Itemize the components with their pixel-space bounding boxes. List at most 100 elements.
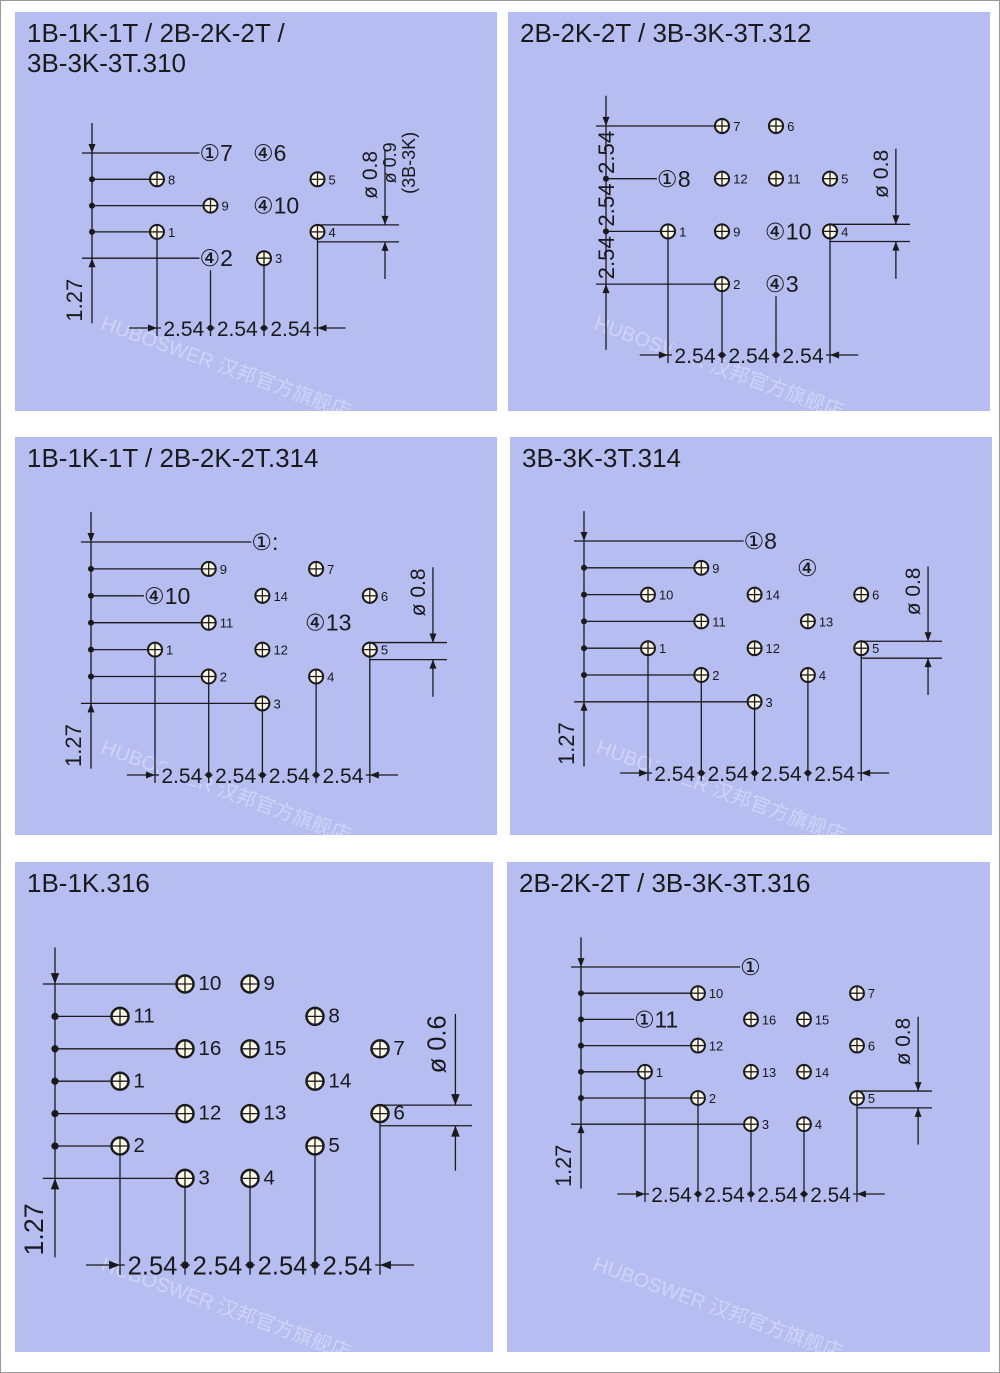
pitch-label: 2.54 — [161, 765, 202, 788]
label-backdrop — [199, 246, 234, 271]
label-backdrop — [159, 763, 205, 785]
pin-number: 5 — [872, 641, 879, 656]
pin-number: 12 — [733, 172, 748, 187]
dimension-dot — [207, 325, 214, 331]
pin-number: 6 — [872, 588, 879, 603]
pin-number: 7 — [733, 119, 740, 134]
label-backdrop — [319, 1251, 376, 1276]
dimension-dot — [181, 1261, 189, 1269]
terminal-group-label: ④13 — [305, 610, 351, 636]
dimension-dot — [205, 771, 212, 779]
pin-number: 4 — [841, 224, 848, 239]
label-backdrop — [754, 1183, 801, 1203]
pin-number: 11 — [712, 614, 725, 629]
label-backdrop — [656, 166, 692, 191]
pin-number: 13 — [819, 614, 833, 629]
pitch-label: 2.54 — [704, 1184, 744, 1207]
pin-number: 13 — [762, 1065, 776, 1080]
dimension-dot — [718, 351, 726, 359]
arrow-down-icon — [429, 633, 437, 643]
label-backdrop — [305, 610, 354, 635]
terminal-group-label: ④2 — [200, 245, 233, 271]
pinout-panel: 1B-1K.316 HUBOSWER 汉邦官方旗舰店 — [15, 862, 493, 1364]
row-spacing-label: 2.54 — [594, 131, 619, 174]
label-backdrop — [199, 141, 234, 165]
diameter-label: ø 0.8 — [892, 1018, 915, 1065]
arrow-right-icon — [148, 324, 157, 332]
dimension-dot — [578, 1095, 584, 1101]
pitch-label: 2.54 — [217, 318, 258, 341]
pin-number: 1 — [133, 1069, 144, 1092]
diameter-label: ø 0.8 — [407, 568, 430, 616]
label-backdrop — [253, 141, 287, 165]
row-spacing-label: 1.27 — [551, 1145, 576, 1187]
arrow-left-icon — [861, 769, 871, 777]
arrow-up-icon — [451, 1125, 460, 1137]
panel-title: 2B-2K-2T / 3B-3K-3T.312 — [520, 18, 812, 48]
pinout-panel: 1B-1K-1T / 2B-2K-2T / 3B-3K-3T.310 HUBOSW… — [15, 12, 497, 423]
dimension-dot — [748, 1191, 754, 1197]
pinout-panel: 3B-3K-3T.314 HUBOSWER 汉邦官方旗舰店 — [510, 437, 992, 847]
pin-number: 7 — [393, 1037, 404, 1060]
dimension-dot — [89, 202, 95, 209]
pin-number: 4 — [327, 670, 334, 685]
terminal-group-label: ①8 — [657, 166, 691, 192]
dimension-dot — [581, 591, 587, 598]
dimension-dot — [581, 672, 587, 678]
arrow-up-icon — [87, 703, 95, 713]
diameter-label: ø 0.8 — [902, 568, 925, 616]
pin-number: 6 — [381, 589, 388, 604]
pitch-label: 2.54 — [269, 765, 310, 788]
label-backdrop — [726, 343, 772, 365]
pin-number: 14 — [328, 1069, 351, 1092]
dimension-dot — [581, 564, 587, 571]
label-backdrop — [672, 343, 718, 365]
dimension-dot — [259, 771, 266, 779]
pitch-label: 2.54 — [674, 345, 715, 368]
dimension-dot — [261, 325, 267, 331]
arrow-up-icon — [381, 241, 389, 251]
pin-number: 16 — [198, 1037, 221, 1060]
pin-number: 16 — [762, 1012, 776, 1027]
pin-number: 6 — [393, 1102, 404, 1125]
arrow-up-icon — [429, 659, 437, 669]
row-spacing-label: 1.27 — [19, 1203, 49, 1255]
panel-title: 3B-3K-3T.314 — [522, 443, 681, 473]
panel-title: 1B-1K-1T / 2B-2K-2T.314 — [27, 443, 319, 473]
label-backdrop — [701, 1183, 748, 1203]
pin-number: 15 — [815, 1012, 829, 1027]
pitch-label: 2.54 — [323, 1253, 373, 1281]
pitch-label: 2.54 — [654, 763, 695, 786]
dimension-dot — [87, 673, 95, 680]
arrow-down-icon — [892, 215, 900, 225]
pin-number: 2 — [733, 277, 740, 292]
label-backdrop — [254, 1251, 311, 1276]
label-backdrop — [807, 1183, 854, 1203]
pin-number: 4 — [819, 668, 826, 683]
pin-number: 5 — [329, 172, 336, 187]
pin-number: 11 — [787, 172, 801, 187]
pitch-label: 2.54 — [757, 1184, 797, 1207]
label-backdrop — [811, 762, 858, 782]
pin-number: 3 — [275, 251, 282, 266]
diameter-label: ø 0.8 — [870, 150, 893, 198]
arrow-right-icon — [109, 1260, 120, 1270]
label-backdrop — [740, 955, 760, 979]
pin-number: 1 — [168, 225, 175, 240]
terminal-group-label: ①11 — [634, 1006, 678, 1032]
arrow-down-icon — [50, 973, 60, 984]
pin-number: 9 — [263, 972, 274, 995]
arrow-up-icon — [50, 1178, 60, 1190]
terminal-group-label: ①7 — [200, 140, 233, 166]
row-spacing-label: 1.27 — [554, 722, 579, 765]
pitch-label: 2.54 — [810, 1184, 850, 1207]
pin-number: 11 — [133, 1004, 154, 1027]
pin-number: 1 — [659, 641, 666, 656]
row-spacing-label: 2.54 — [594, 236, 619, 279]
pin-number: 11 — [220, 616, 234, 631]
pitch-label: 2.54 — [128, 1253, 178, 1281]
dimension-dot — [87, 565, 95, 572]
pin-number: 9 — [712, 561, 719, 576]
